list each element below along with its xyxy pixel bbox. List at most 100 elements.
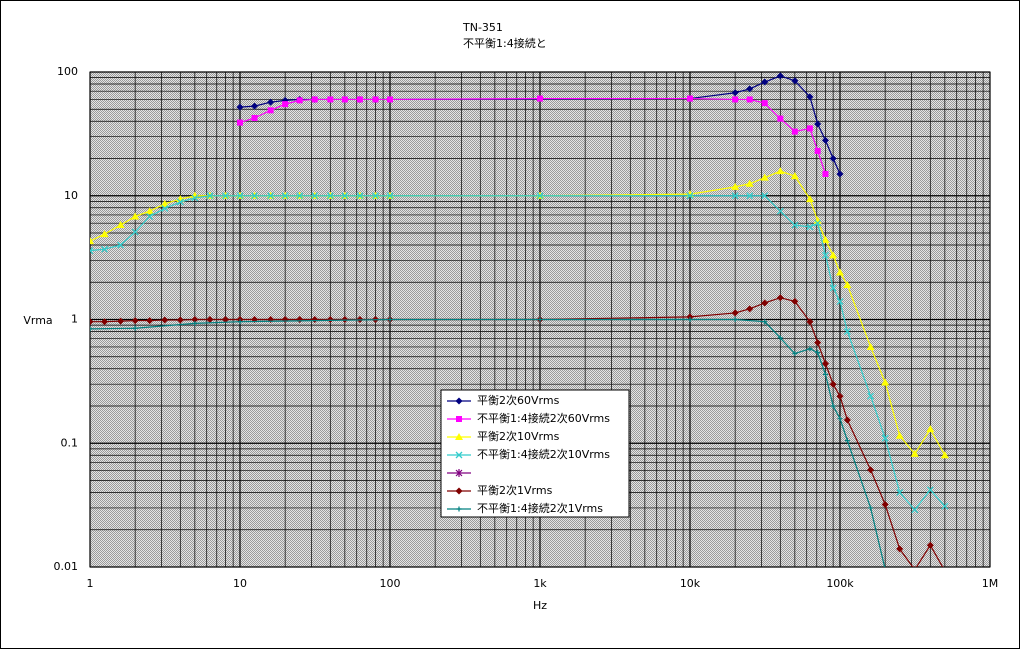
marker [761, 192, 769, 200]
marker [455, 487, 463, 495]
marker [746, 192, 754, 200]
marker [895, 431, 904, 439]
marker [251, 102, 259, 110]
marker [161, 316, 169, 324]
marker [190, 191, 199, 199]
marker [326, 316, 334, 323]
marker [843, 281, 852, 289]
marker [372, 192, 379, 200]
marker [686, 192, 694, 200]
marker [236, 103, 244, 111]
marker [90, 318, 94, 326]
marker [837, 416, 843, 422]
marker [760, 173, 769, 181]
marker [386, 192, 394, 200]
marker [687, 317, 693, 322]
marker [807, 346, 813, 352]
y-tick-label: 100 [57, 65, 78, 78]
marker [455, 451, 463, 459]
marker [100, 230, 109, 238]
marker [746, 85, 754, 93]
marker [746, 96, 753, 103]
marker [814, 120, 822, 128]
marker [341, 316, 349, 323]
marker [161, 204, 169, 212]
marker [790, 172, 799, 180]
marker [911, 506, 919, 514]
marker [132, 325, 138, 331]
x-tick-label: 1 [87, 577, 94, 590]
marker [192, 320, 198, 326]
marker [191, 316, 199, 323]
marker [829, 251, 838, 259]
marker [237, 119, 243, 126]
marker [455, 397, 463, 405]
marker [776, 167, 785, 175]
series-layer [90, 72, 949, 567]
marker [341, 192, 349, 200]
marker [829, 380, 837, 388]
y-tick-label: 0.01 [54, 560, 79, 573]
marker [251, 114, 258, 121]
marker [221, 316, 229, 323]
marker [146, 213, 154, 220]
marker [326, 192, 334, 200]
marker [267, 107, 274, 114]
marker [745, 179, 754, 187]
legend-label: 平衡2次10Vrms [477, 429, 560, 443]
legend-box [440, 389, 630, 518]
marker [777, 115, 784, 122]
series-line [90, 195, 946, 511]
marker [311, 96, 318, 103]
marker [117, 317, 125, 325]
marker [90, 247, 94, 255]
legend-label: 不平衡1:4接続2次1Vrms [477, 501, 603, 515]
chart-title: TN-351 [462, 21, 503, 34]
x-tick-label: 10 [233, 577, 247, 590]
marker [844, 438, 850, 444]
marker [341, 96, 348, 103]
marker [131, 212, 140, 220]
marker [776, 72, 784, 80]
marker [536, 192, 544, 200]
marker [940, 451, 949, 459]
marker [311, 192, 319, 200]
marker [761, 100, 768, 107]
marker [821, 360, 829, 368]
marker [732, 317, 738, 322]
marker [868, 505, 874, 511]
marker [731, 89, 739, 97]
marker [896, 489, 904, 496]
marker [537, 95, 543, 102]
marker [777, 335, 783, 341]
marker [116, 221, 125, 229]
marker [296, 192, 304, 200]
marker [456, 506, 462, 512]
marker [814, 339, 822, 347]
marker [311, 316, 319, 323]
labels: TN-351 不平衡1:4接続と Hz Vrma 1 10 100 1k 10k 100k… [23, 21, 998, 612]
marker [191, 194, 199, 202]
marker [101, 245, 108, 253]
legend-label: 平衡2次60Vrms [477, 393, 560, 407]
marker [843, 328, 851, 335]
marker [176, 198, 184, 206]
marker [829, 154, 837, 162]
marker [281, 192, 289, 200]
marker [222, 192, 229, 200]
marker [206, 316, 214, 323]
marker [814, 147, 821, 154]
marker [387, 317, 393, 322]
x-tick-label: 1M [982, 577, 999, 590]
legend: 平衡2次60Vrms 不平衡1:4接続2次60Vrms 平衡2次10Vrms 不平衡1… [440, 389, 630, 518]
marker [843, 416, 851, 424]
marker [731, 182, 740, 190]
marker [791, 221, 799, 229]
marker [941, 502, 949, 510]
marker [881, 378, 890, 386]
marker [806, 223, 814, 231]
y-tick-label: 1 [71, 313, 78, 326]
x-tick-label: 1k [533, 577, 547, 590]
marker [762, 319, 768, 325]
